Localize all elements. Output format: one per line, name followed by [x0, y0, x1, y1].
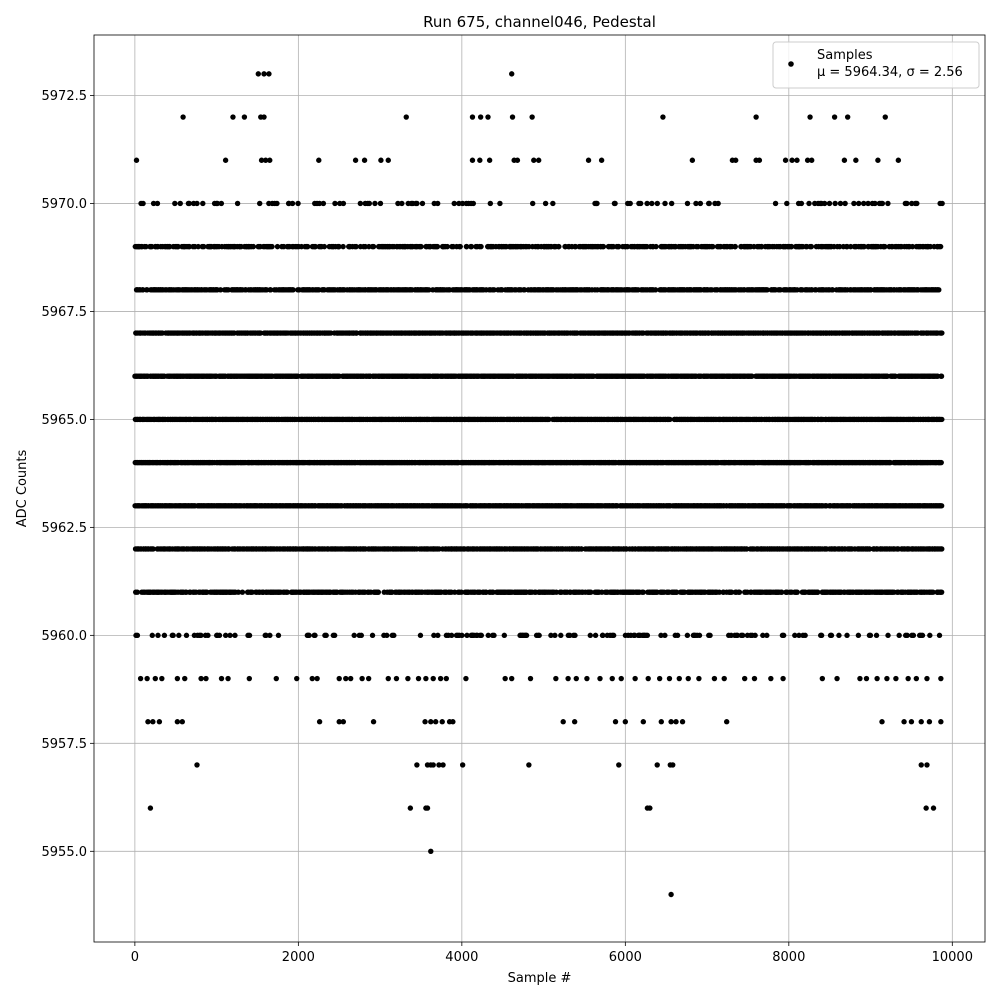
data-point	[205, 633, 210, 638]
data-point	[939, 460, 944, 465]
data-point	[150, 633, 155, 638]
data-point	[844, 633, 849, 638]
data-point	[662, 633, 667, 638]
data-point	[874, 633, 879, 638]
data-point	[247, 633, 252, 638]
data-point	[384, 633, 389, 638]
data-point	[645, 633, 650, 638]
data-point	[939, 417, 944, 422]
data-point	[359, 633, 364, 638]
data-point	[764, 633, 769, 638]
data-point	[815, 589, 820, 594]
data-point	[829, 633, 834, 638]
data-point	[802, 633, 807, 638]
data-point	[856, 633, 861, 638]
data-point	[836, 633, 841, 638]
data-point	[868, 633, 873, 638]
data-point	[558, 633, 563, 638]
data-point	[572, 633, 577, 638]
data-point	[312, 633, 317, 638]
data-point	[232, 633, 237, 638]
data-point	[155, 633, 160, 638]
data-point	[170, 633, 175, 638]
data-point	[479, 633, 484, 638]
data-point	[795, 589, 800, 594]
data-point	[135, 633, 140, 638]
data-point	[737, 589, 742, 594]
data-point	[939, 374, 944, 379]
data-point	[267, 633, 272, 638]
grid	[94, 35, 985, 942]
data-point	[685, 633, 690, 638]
data-point	[376, 589, 381, 594]
data-point	[459, 633, 464, 638]
data-point	[939, 503, 944, 508]
data-point	[162, 633, 167, 638]
data-point	[276, 633, 281, 638]
data-point	[391, 633, 396, 638]
data-point	[418, 633, 423, 638]
data-point	[332, 633, 337, 638]
data-point	[306, 633, 311, 638]
data-point	[227, 633, 232, 638]
data-point	[240, 589, 245, 594]
data-point	[939, 589, 944, 594]
data-point	[927, 633, 932, 638]
data-point	[351, 633, 356, 638]
data-point	[740, 633, 745, 638]
data-point	[323, 633, 328, 638]
data-point	[707, 633, 712, 638]
data-point	[611, 633, 616, 638]
data-point	[370, 633, 375, 638]
data-point	[911, 633, 916, 638]
data-point	[502, 633, 507, 638]
data-point	[939, 546, 944, 551]
data-point	[920, 633, 925, 638]
data-point	[752, 633, 757, 638]
data-point	[217, 633, 222, 638]
data-point	[781, 633, 786, 638]
data-point	[449, 633, 454, 638]
data-point	[536, 633, 541, 638]
data-point	[552, 633, 557, 638]
data-point	[176, 633, 181, 638]
data-point	[588, 633, 593, 638]
data-point	[524, 633, 529, 638]
data-point	[435, 633, 440, 638]
data-point	[896, 633, 901, 638]
data-points	[132, 71, 945, 897]
data-point	[675, 633, 680, 638]
data-point	[184, 633, 189, 638]
data-point	[697, 633, 702, 638]
data-point	[491, 633, 496, 638]
data-point	[593, 633, 598, 638]
data-point	[819, 633, 824, 638]
data-point	[937, 633, 942, 638]
data-point	[904, 633, 909, 638]
data-point	[885, 633, 890, 638]
